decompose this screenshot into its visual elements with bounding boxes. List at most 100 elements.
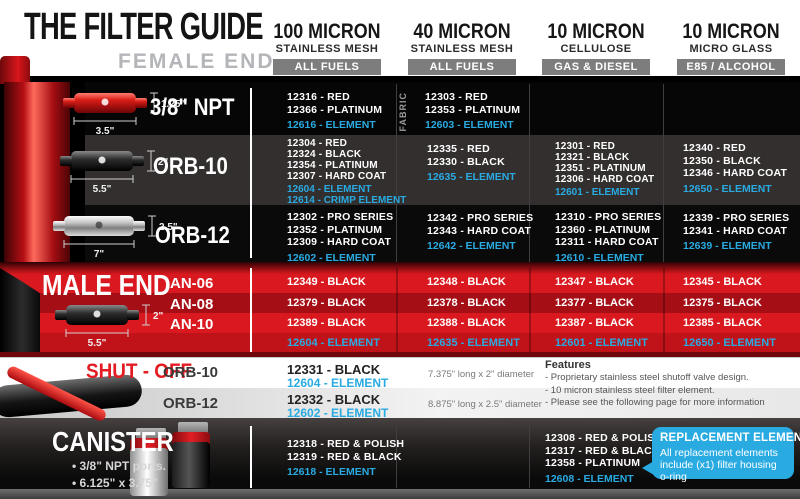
column-title: 10 MICRON [547, 20, 645, 43]
part-number: 12307 - HARD COAT [287, 171, 387, 182]
callout-pointer [642, 461, 654, 475]
column-header-40-micron: 40 MICRON STAINLESS MESH ALL FUELS [395, 20, 529, 75]
column-divider [529, 84, 530, 262]
element-part-number: 12639 - ELEMENT [683, 240, 772, 252]
canister-black-top [172, 432, 210, 444]
element-part-number: 12602 - ELEMENT [287, 251, 376, 264]
column-header-10-micron-microglass: 10 MICRON MICRO GLASS E85 / ALCOHOL [664, 20, 798, 75]
part-number: 12350 - BLACK [683, 154, 761, 167]
element-part-number: 12604 - ELEMENT [287, 337, 380, 349]
svg-text:1.25": 1.25" [161, 99, 185, 110]
svg-text:7": 7" [94, 249, 105, 259]
element-part-number: 12608 - ELEMENT [545, 472, 634, 485]
part-number: 12353 - PLATINUM [425, 103, 521, 116]
column-title: 40 MICRON [413, 20, 511, 43]
part-number: 12304 - RED [287, 138, 348, 149]
part-number: 12379 - BLACK [287, 297, 366, 309]
part-number: 12330 - BLACK [427, 155, 505, 168]
spec-line: • 6.125" x 3.75" [72, 476, 158, 490]
part-number: 12335 - RED [427, 143, 490, 155]
part-number: 12352 - PLATINUM [287, 223, 383, 236]
table-top-edge [28, 76, 800, 82]
row-orb10-background [85, 135, 800, 205]
part-number: 12348 - BLACK [427, 276, 506, 288]
element-part-number: 12614 - CRIMP ELEMENT [287, 195, 407, 206]
element-row-stripe [0, 333, 800, 352]
part-number: 12302 - PRO SERIES [287, 211, 394, 223]
part-number: 12358 - PLATINUM [545, 457, 641, 469]
callout-body: All replacement elements include (x1) fi… [660, 447, 778, 483]
red-filter-body [4, 82, 70, 262]
cell-canister-cellulose: 12308 - RED & POLISH 12317 - RED & BLACK 1… [545, 432, 680, 485]
feature-item: - Proprietary stainless steel shutoff va… [545, 372, 749, 383]
fuel-badge: ALL FUELS [408, 59, 516, 75]
part-number: 12347 - BLACK [555, 276, 634, 288]
cell-orb10-cellulose: 12301 - RED 12321 - BLACK 12351 - PLATINUM… [555, 141, 690, 198]
filter-illustration-orb12: 2.5" 7" [53, 215, 178, 259]
label-column-divider [250, 268, 252, 352]
section-male-end-label: MALE END [42, 270, 171, 302]
svg-text:2": 2" [153, 311, 164, 322]
fuel-badge: ALL FUELS [273, 59, 381, 75]
male-section-bottom-edge [0, 352, 800, 357]
canister-black-photo [172, 442, 210, 488]
part-number: 12388 - BLACK [427, 317, 506, 329]
element-part-number: 12603 - ELEMENT [425, 119, 514, 131]
part-number: 12309 - HARD COAT [287, 236, 392, 248]
part-number: 12308 - RED & POLISH [545, 432, 663, 444]
spec-line: • 3/8" NPT ports. [72, 459, 166, 473]
part-number: 12346 - HARD COAT [683, 167, 788, 179]
element-part-number: 12650 - ELEMENT [683, 182, 772, 195]
row-label-orb12: ORB-12 [155, 222, 230, 249]
row-label-npt: 3/8" NPT [150, 94, 235, 121]
page-bottom-bar [0, 489, 800, 499]
part-number: 12341 - HARD COAT [683, 224, 788, 237]
section-female-end-label: FEMALE END [118, 50, 275, 73]
part-number: 12321 - BLACK [555, 152, 630, 163]
part-number: 12324 - BLACK [287, 149, 362, 160]
feature-item: - Please see the following page for more… [545, 397, 765, 408]
row-label-an06: AN-06 [170, 275, 214, 292]
features-title: Features [545, 359, 591, 371]
canister-silver-photo [130, 448, 168, 496]
an08-row-stripe [0, 293, 800, 313]
filter-illustration-orb10: 2" 5.5" [60, 150, 169, 194]
column-divider [529, 268, 531, 352]
part-number: 12354 - PLATINUM [287, 160, 378, 171]
cell-orb12-cellulose: 12310 - PRO SERIES 12360 - PLATINUM 12311 … [555, 211, 690, 264]
section-canister-label: CANISTER [52, 426, 174, 457]
canister-bracket [136, 428, 166, 441]
feature-item: - 10 micron stainless steel filter eleme… [545, 384, 715, 396]
element-part-number: 12602 - ELEMENT [287, 406, 389, 420]
part-number: 12385 - BLACK [683, 317, 762, 329]
part-number: 12366 - PLATINUM [287, 103, 383, 116]
element-part-number: 12601 - ELEMENT [555, 187, 640, 198]
cell-orb12-100micron: 12302 - PRO SERIES 12352 - PLATINUM 12309 … [287, 211, 422, 264]
part-number: 12332 - BLACK [287, 392, 381, 407]
row-label-an08: AN-08 [170, 296, 214, 313]
part-number: 12389 - BLACK [287, 317, 366, 329]
size-note: 8.875" long x 2.5" diameter [428, 399, 542, 410]
cell-orb10-100micron: 12304 - RED 12324 - BLACK 12354 - PLATINUM… [287, 138, 422, 206]
column-header-100-micron: 100 MICRON STAINLESS MESH ALL FUELS [260, 20, 394, 75]
part-number: 12360 - PLATINUM [555, 223, 651, 236]
svg-text:3.5": 3.5" [96, 126, 115, 136]
element-part-number: 12635 - ELEMENT [427, 337, 520, 349]
part-number: 12377 - BLACK [555, 297, 634, 309]
fuel-badge: E85 / ALCOHOL [677, 59, 785, 75]
svg-text:5.5": 5.5" [88, 338, 107, 348]
canister-silver-top [130, 438, 168, 450]
column-title: 10 MICRON [682, 20, 780, 43]
svg-text:2": 2" [158, 157, 169, 168]
part-number: 12317 - RED & BLACK [545, 444, 660, 457]
part-number: 12351 - PLATINUM [555, 163, 646, 174]
part-number: 12331 - BLACK [287, 362, 381, 377]
filter-illustration-male: 2" 5.5" [55, 304, 164, 348]
label-column-divider [250, 88, 252, 258]
red-filter-photo [0, 82, 85, 262]
column-divider [396, 84, 397, 262]
cell-orb12-microglass: 12339 - PRO SERIES 12341 - HARD COAT 1263… [683, 212, 800, 252]
part-number: 12387 - BLACK [555, 317, 634, 329]
column-subtitle: MICRO GLASS [689, 43, 773, 55]
